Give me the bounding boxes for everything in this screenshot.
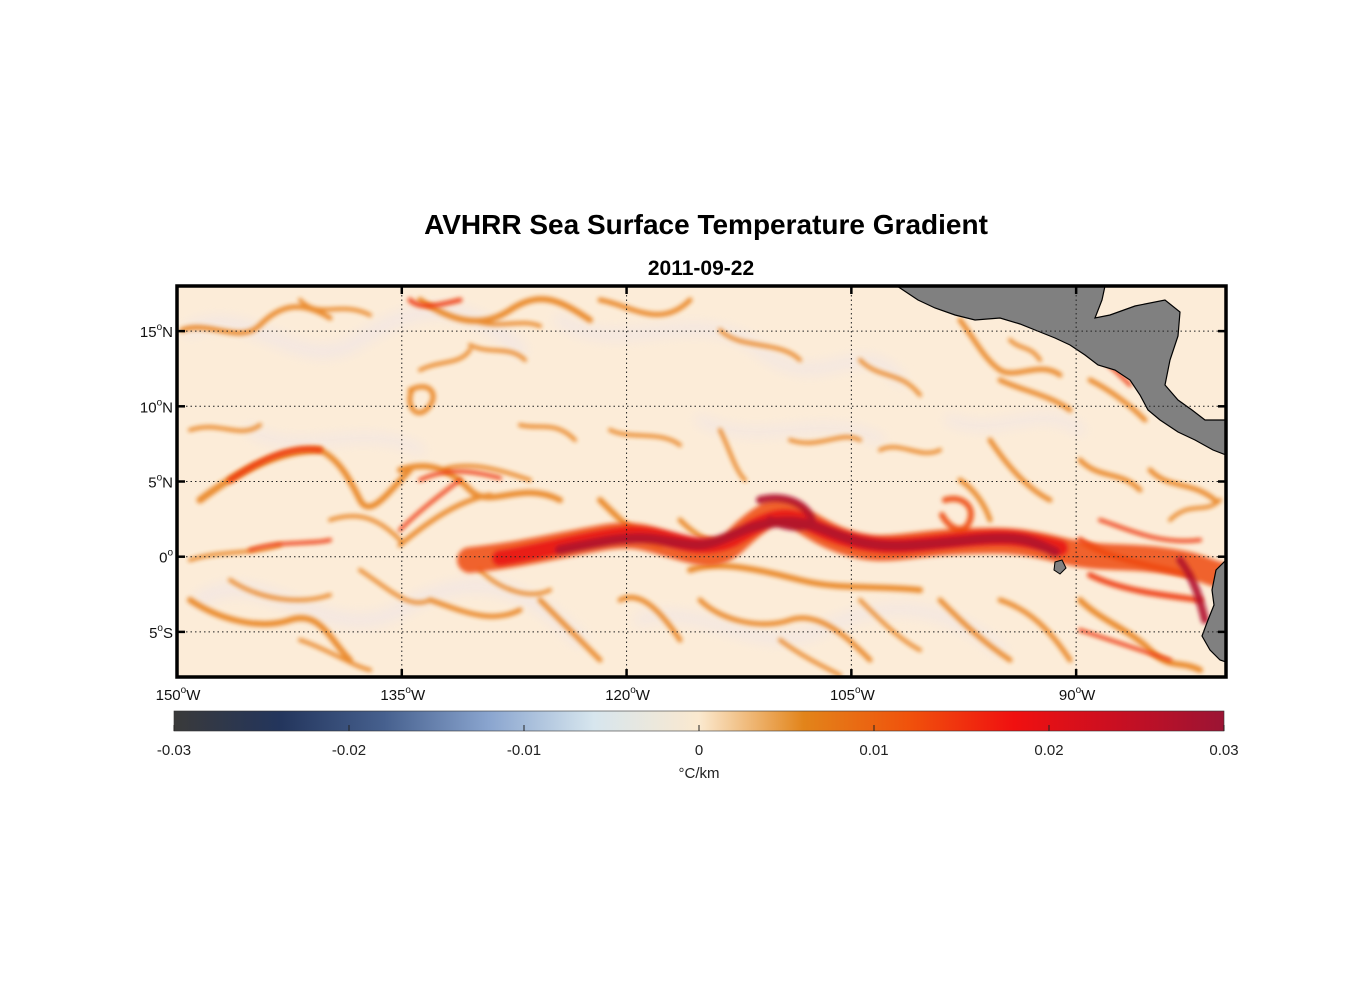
map-panel: 150oW 135oW 120oW 105oW 90oW 15oN 10oN 5oN 0o 5oS <box>140 284 1228 704</box>
colorbar-tick-label: 0.01 <box>859 742 888 759</box>
gradient-field <box>179 296 1226 677</box>
colorbar-tick-label: -0.02 <box>332 742 366 759</box>
y-tick-label: 15oN <box>140 322 173 341</box>
colorbar-label: °C/km <box>679 765 720 782</box>
y-tick-label: 5oS <box>149 623 173 642</box>
x-tick-label: 120oW <box>605 685 651 704</box>
colorbar-tick-label: -0.01 <box>507 742 541 759</box>
colorbar: -0.03 -0.02 -0.01 0 0.01 0.02 0.03 °C/km <box>157 710 1239 782</box>
colorbar-tick-label: 0.02 <box>1034 742 1063 759</box>
y-tick-label: 0o <box>159 548 173 567</box>
colorbar-tick-label: 0.03 <box>1209 742 1238 759</box>
y-tick-label: 5oN <box>148 473 173 492</box>
land-central-america <box>895 286 1226 663</box>
map-axes: 150oW 135oW 120oW 105oW 90oW 15oN 10oN 5oN 0o 5oS <box>140 286 1226 704</box>
x-tick-label: 135oW <box>380 685 426 704</box>
x-tick-label: 150oW <box>156 685 202 704</box>
colorbar-tick-label: -0.03 <box>157 742 191 759</box>
chart-subtitle: 2011-09-22 <box>648 257 754 280</box>
colorbar-ticks: -0.03 -0.02 -0.01 0 0.01 0.02 0.03 <box>157 725 1239 759</box>
colorbar-tick-label: 0 <box>695 742 703 759</box>
graticule <box>177 286 1226 677</box>
x-tick-label: 105oW <box>830 685 876 704</box>
chart-title: AVHRR Sea Surface Temperature Gradient <box>424 209 988 240</box>
x-tick-label: 90oW <box>1059 685 1096 704</box>
y-tick-label: 10oN <box>140 397 173 416</box>
